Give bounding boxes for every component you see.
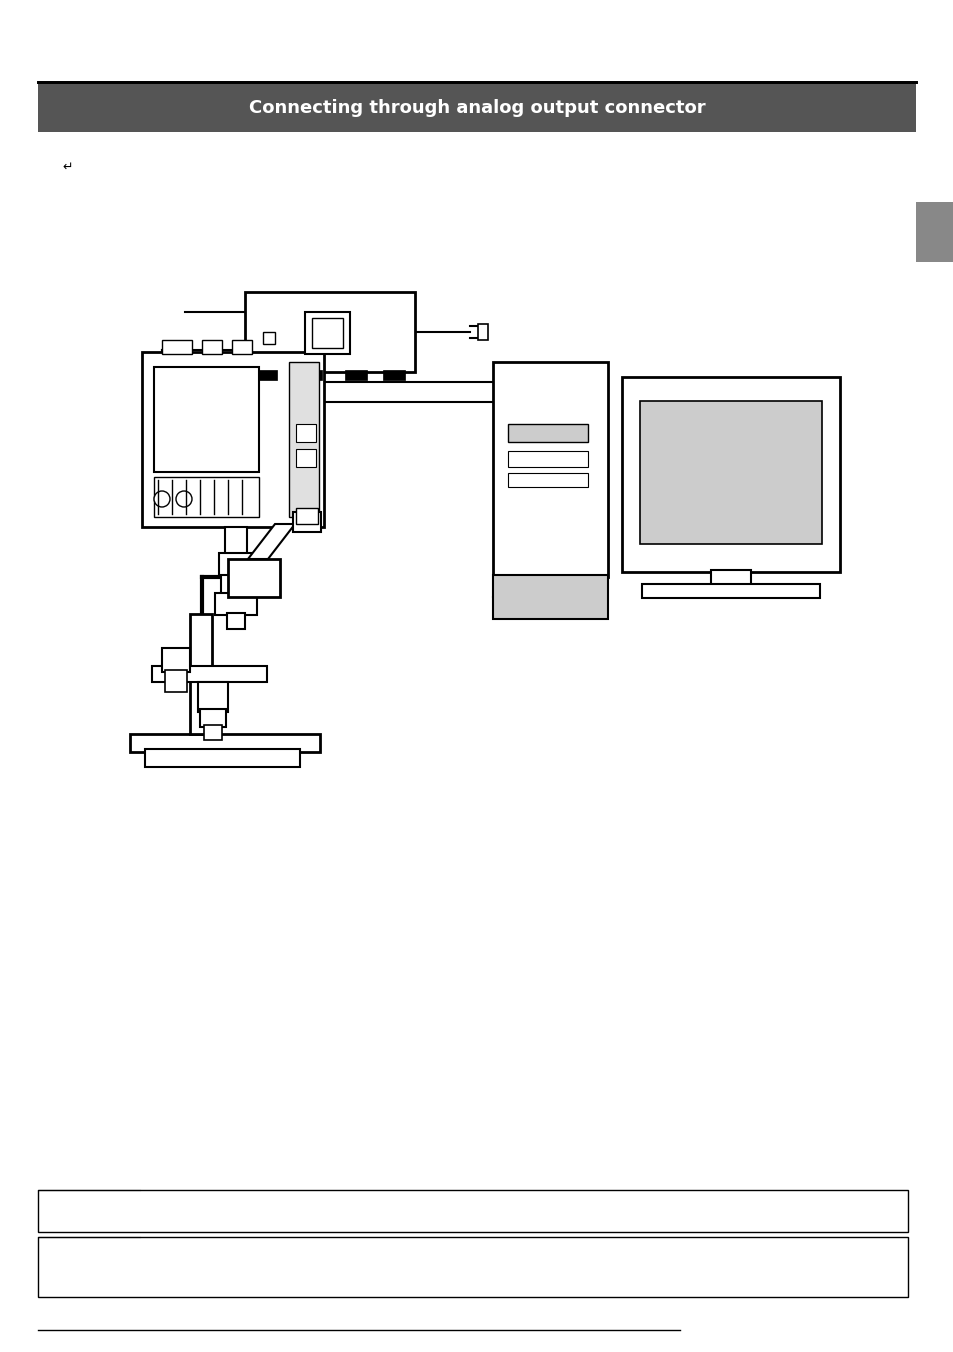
Bar bbox=[493, 362, 607, 577]
Bar bbox=[641, 584, 820, 598]
Bar bbox=[153, 477, 258, 516]
Bar bbox=[145, 749, 299, 767]
Bar bbox=[295, 508, 317, 525]
Bar bbox=[299, 370, 322, 380]
Bar bbox=[232, 339, 252, 354]
Bar bbox=[382, 370, 405, 380]
Bar bbox=[221, 575, 251, 595]
Bar bbox=[263, 333, 274, 343]
Bar bbox=[710, 571, 750, 585]
Bar bbox=[165, 671, 187, 692]
Bar bbox=[38, 84, 915, 132]
Bar bbox=[198, 681, 228, 713]
Circle shape bbox=[153, 491, 170, 507]
Bar bbox=[38, 1237, 907, 1297]
Bar bbox=[200, 708, 226, 727]
Bar bbox=[202, 339, 222, 354]
Bar bbox=[219, 553, 253, 577]
Bar bbox=[162, 339, 192, 354]
Bar bbox=[305, 312, 350, 354]
Polygon shape bbox=[248, 525, 294, 558]
Bar bbox=[162, 648, 190, 672]
Bar bbox=[130, 734, 319, 752]
Bar bbox=[477, 324, 488, 339]
Bar bbox=[245, 292, 415, 372]
Bar bbox=[507, 473, 587, 487]
Bar bbox=[152, 667, 267, 681]
Bar bbox=[190, 614, 212, 734]
Bar bbox=[289, 362, 318, 516]
Bar bbox=[225, 527, 247, 556]
Bar bbox=[227, 612, 245, 629]
Bar bbox=[204, 725, 222, 740]
Bar bbox=[493, 575, 607, 619]
Bar bbox=[214, 594, 256, 615]
Bar bbox=[228, 558, 280, 598]
Text: Connecting through analog output connector: Connecting through analog output connect… bbox=[249, 99, 704, 118]
Bar bbox=[621, 377, 840, 572]
Bar bbox=[38, 1190, 907, 1232]
Bar bbox=[153, 366, 258, 472]
Bar bbox=[254, 370, 276, 380]
Bar bbox=[312, 318, 343, 347]
Circle shape bbox=[175, 491, 192, 507]
Bar bbox=[295, 425, 315, 442]
Text: ↵: ↵ bbox=[62, 161, 72, 173]
Bar bbox=[142, 352, 324, 527]
Bar bbox=[295, 449, 315, 466]
Bar bbox=[293, 512, 320, 531]
Bar bbox=[639, 402, 821, 544]
Bar bbox=[345, 370, 367, 380]
Bar bbox=[915, 201, 953, 262]
Bar bbox=[507, 452, 587, 466]
Bar bbox=[507, 425, 587, 442]
